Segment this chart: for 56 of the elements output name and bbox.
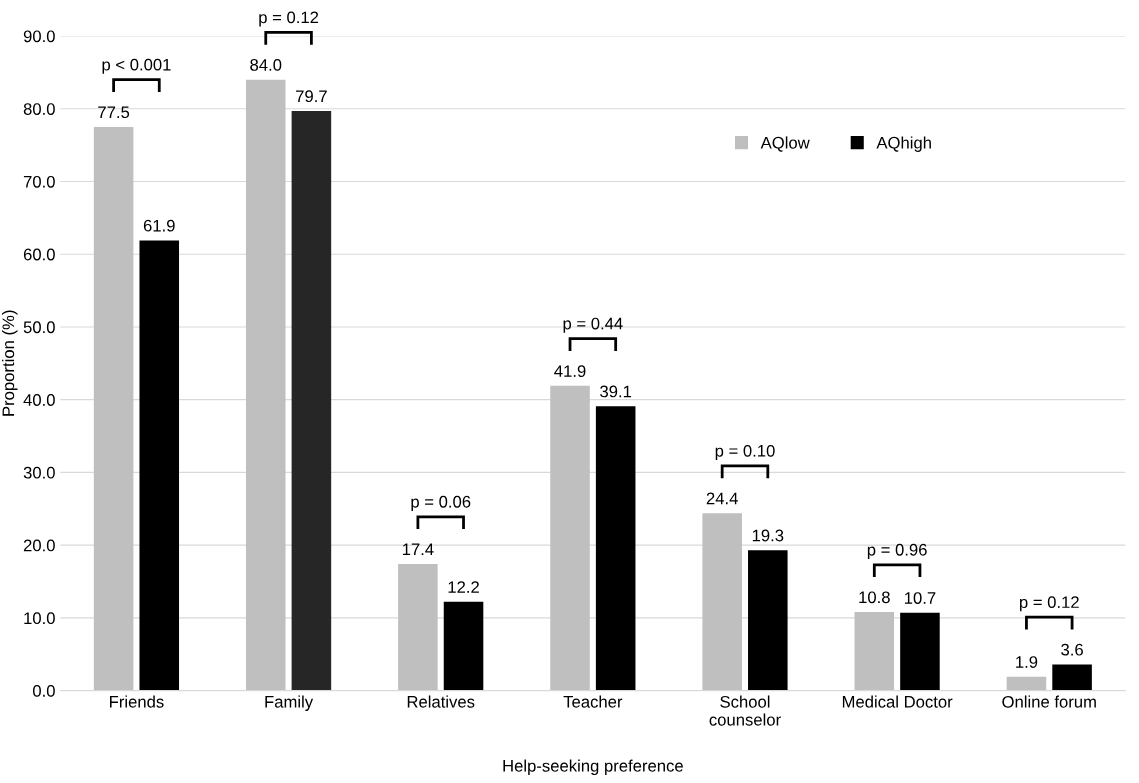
data-label: 24.4 (706, 492, 738, 505)
y-tick-label: 10.0 (24, 612, 55, 625)
data-label: 1.9 (1016, 656, 1038, 668)
bar (139, 240, 180, 691)
bar (398, 564, 438, 691)
x-tick-label: Family (265, 695, 314, 711)
annotation: p = 0.44 (563, 317, 623, 333)
x-tick-label: Friends (110, 695, 164, 708)
data-label: 10.8 (859, 591, 890, 604)
bar (900, 612, 940, 691)
annotation: p = 0.10 (715, 444, 775, 461)
bar (93, 126, 134, 691)
y-tick-label: 0.0 (32, 685, 55, 697)
x-tick-label: Relatives (407, 695, 475, 708)
y-tick-label: 50.0 (23, 321, 55, 334)
y-tick-label: 90.0 (23, 30, 55, 43)
annotation: p = 0.06 (411, 495, 471, 511)
data-label: 39.1 (600, 385, 632, 398)
annotation: p = 0.96 (867, 543, 927, 559)
x-axis-title: Help-seeking preference (503, 759, 683, 776)
bar (748, 550, 788, 691)
y-axis-title: Proportion (%) (1, 310, 18, 416)
bar (702, 513, 742, 691)
annotation: p = 0.12 (1019, 596, 1079, 612)
data-label: 17.4 (402, 543, 434, 556)
y-tick-label: 20.0 (23, 539, 55, 552)
data-label: 3.6 (1061, 643, 1083, 656)
data-label: 61.9 (143, 219, 175, 232)
x-tick-label: Teacher (563, 695, 623, 708)
x-tick-label: School counselor (709, 695, 781, 726)
bar (1052, 664, 1092, 691)
data-label: 77.5 (98, 106, 130, 119)
y-tick-label: 60.0 (23, 248, 55, 261)
annotation: p < 0.001 (102, 58, 171, 74)
y-tick-label: 70.0 (23, 175, 55, 188)
y-tick-label: 40.0 (23, 394, 55, 406)
data-label: 12.2 (448, 581, 479, 593)
y-tick-label: 30.0 (23, 466, 55, 479)
bar (291, 110, 332, 691)
bar (1006, 676, 1047, 691)
bar (550, 385, 590, 691)
data-label: 19.3 (752, 529, 784, 542)
bar (595, 406, 636, 691)
bar (245, 79, 286, 691)
text: p = 0.12 (259, 11, 319, 27)
data-label: 84.0 (250, 59, 282, 71)
data-label: 41.9 (554, 365, 586, 378)
y-tick-label: 80.0 (23, 103, 55, 115)
x-tick-label: Online forum (1002, 695, 1096, 708)
legend-label: AQlow (760, 136, 810, 152)
legend-label: AQhigh (876, 136, 931, 152)
x-tick-label: Medical Doctor (842, 695, 953, 708)
bar (854, 612, 895, 691)
bar (443, 601, 484, 691)
data-label: 79.7 (296, 90, 327, 103)
data-label: 10.7 (905, 592, 936, 604)
